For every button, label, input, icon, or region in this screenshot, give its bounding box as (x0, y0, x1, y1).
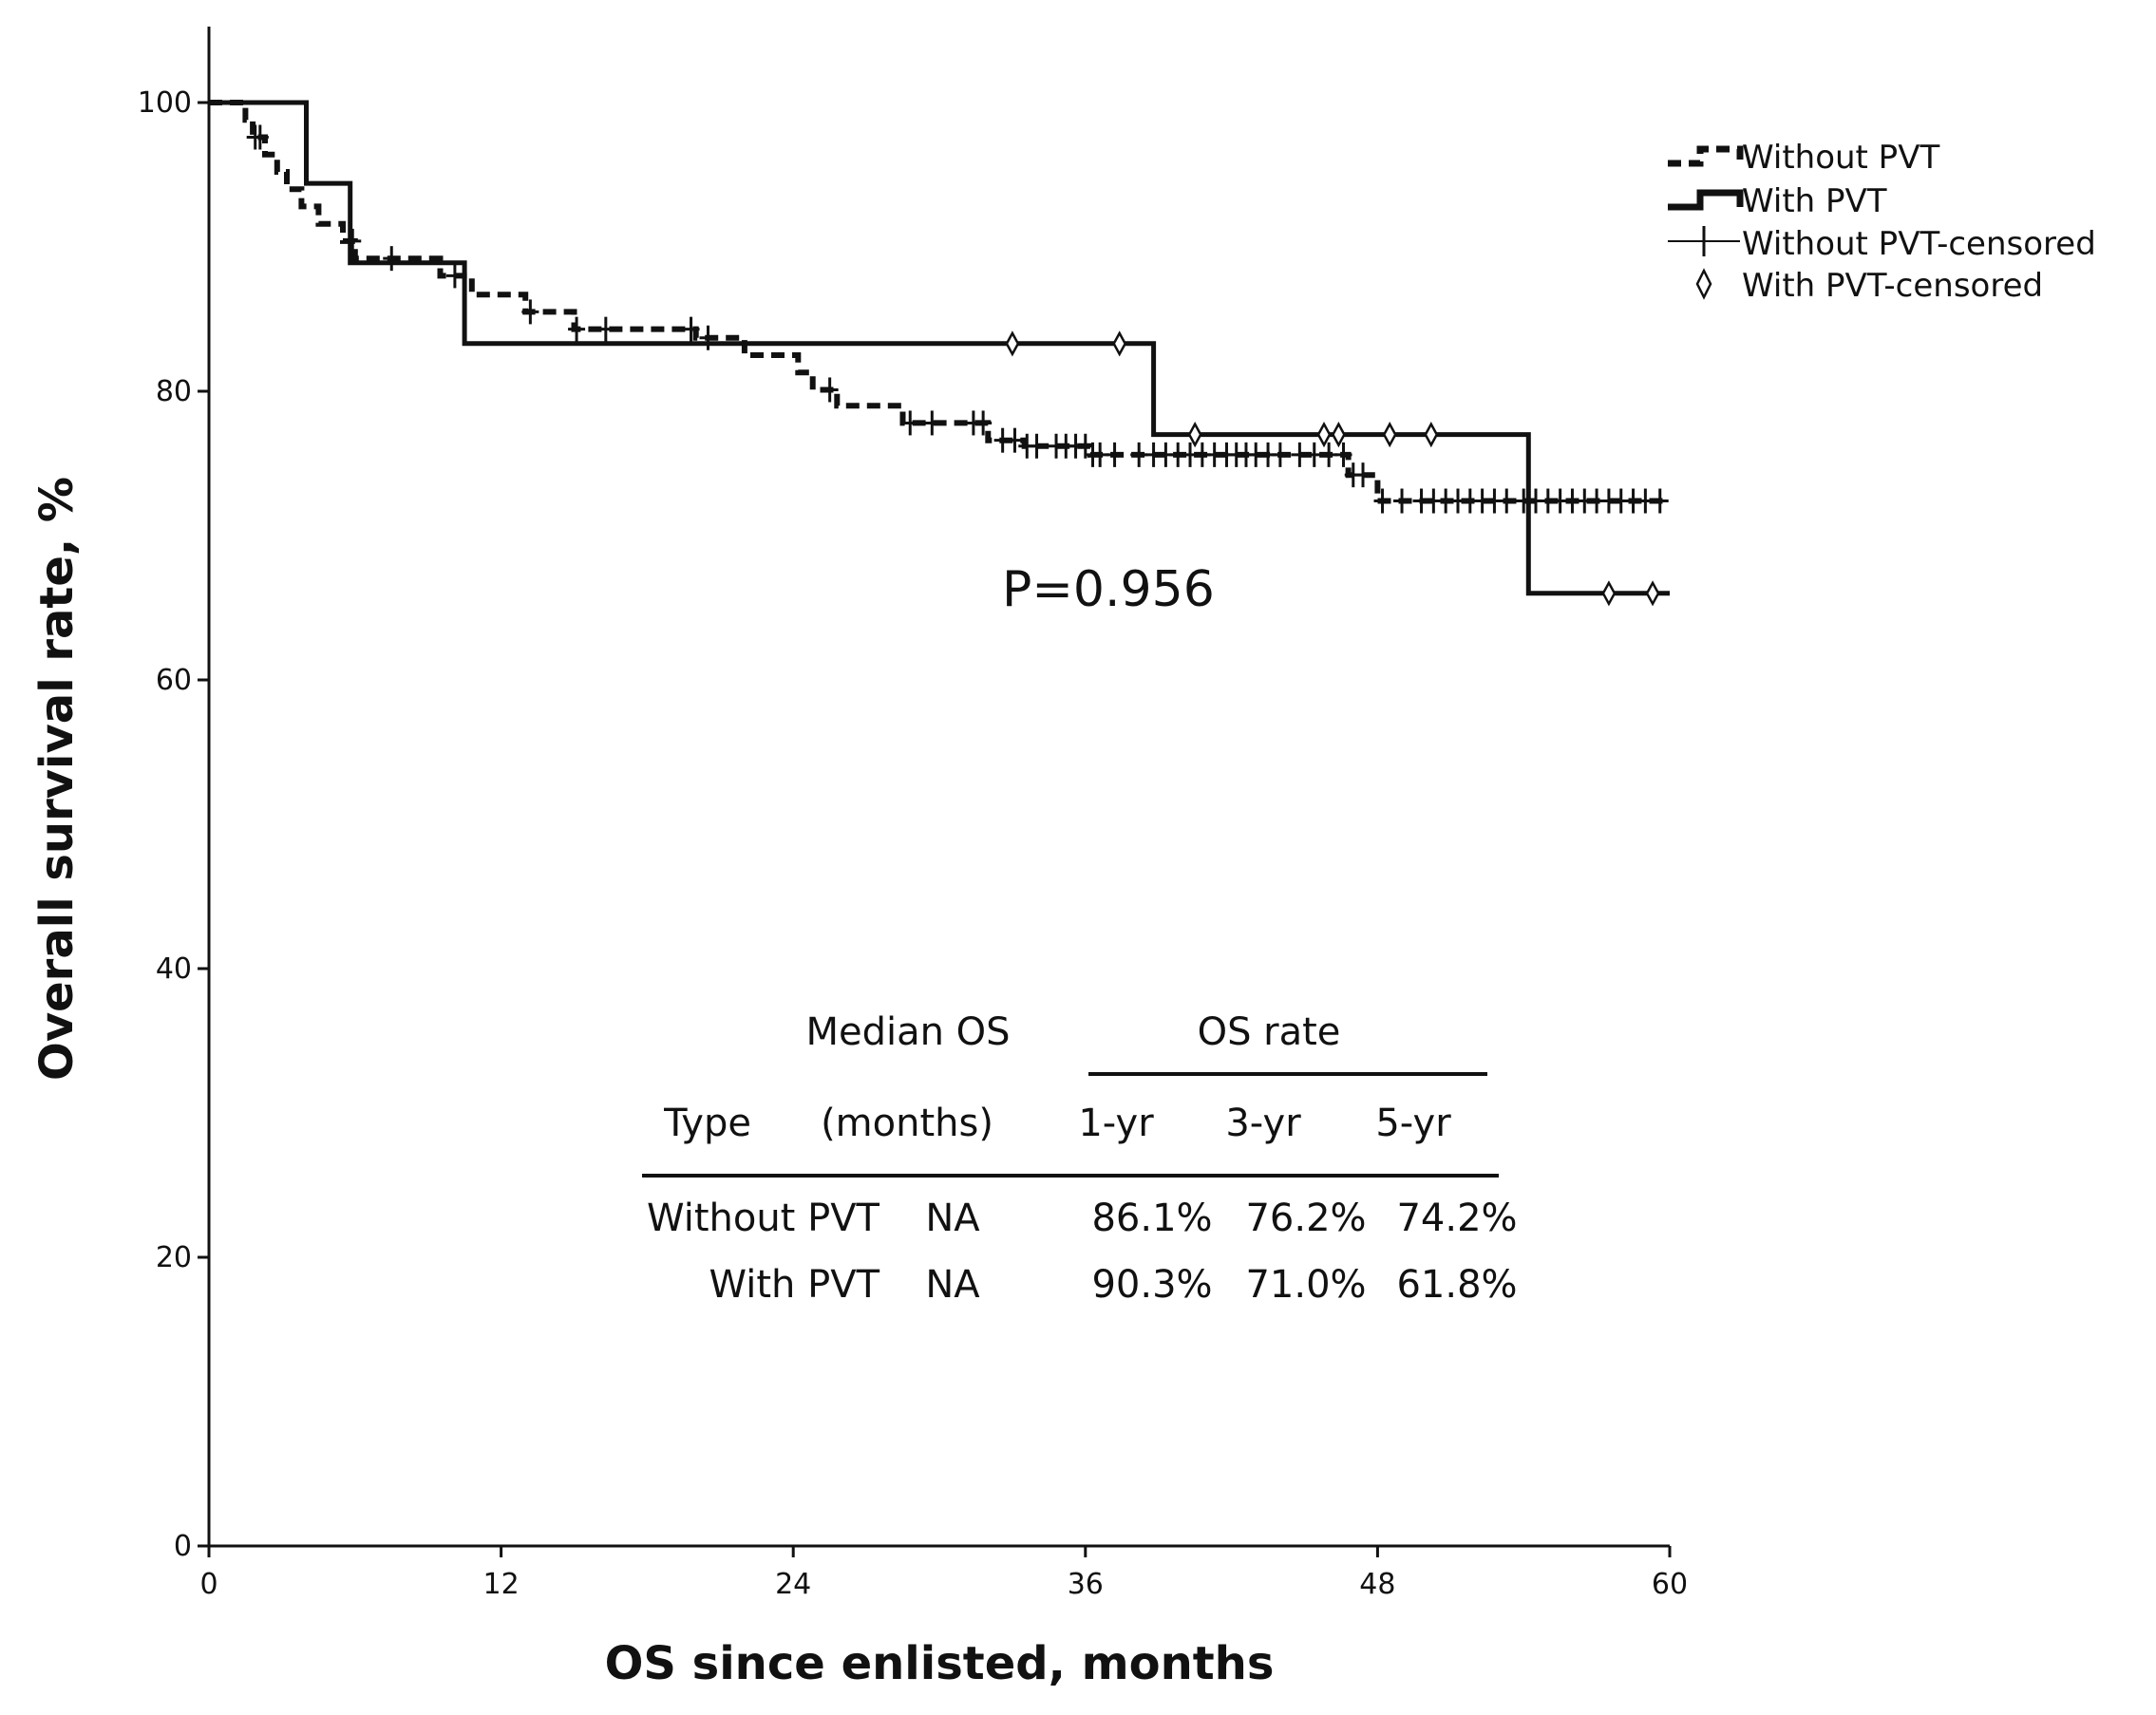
table-header-os-rate: OS rate (1198, 1010, 1341, 1054)
table-cell-median: NA (925, 1197, 980, 1240)
censor-mark-plus (1636, 488, 1655, 514)
x-axis-title: OS since enlisted, months (605, 1637, 1275, 1690)
censor-mark-plus (383, 246, 401, 272)
y-tick-label: 60 (156, 664, 192, 697)
censor-mark-plus (1498, 488, 1516, 514)
table-col-type: Type (663, 1102, 751, 1145)
censor-mark-plus (1028, 433, 1046, 459)
series-line-without-pvt (209, 100, 1670, 504)
censor-mark-plus (1334, 442, 1352, 467)
x-tick-label: 24 (775, 1568, 811, 1601)
censor-mark-plus (699, 325, 717, 350)
censor-mark-diamond (1112, 330, 1127, 357)
y-tick-label: 0 (174, 1530, 192, 1563)
censor-mark-plus (682, 316, 700, 342)
censor-mark-plus (521, 299, 539, 325)
censor-mark-diamond (1316, 421, 1332, 448)
censor-mark-plus (1320, 442, 1338, 467)
censor-mark-plus (901, 410, 919, 436)
survival-curves (209, 100, 1670, 596)
legend-swatch-solid (1668, 189, 1744, 211)
legend-label-with-pvt-censored: With PVT-censored (1742, 267, 2043, 305)
censor-mark-plus (923, 410, 941, 436)
censor-mark-plus (1006, 427, 1024, 453)
diamond-marker-icon (1695, 268, 1712, 300)
censor-marks (246, 124, 1669, 607)
censor-mark-plus (1106, 442, 1124, 467)
table-cell-3yr: 71.0% (1245, 1263, 1366, 1307)
table-row: Without PVT NA 86.1% 76.2% 74.2% (647, 1197, 1518, 1240)
legend-item-without-pvt: Without PVT (1668, 139, 1939, 177)
legend: Without PVT With PVT Without PVT-censore… (1668, 139, 2096, 305)
censor-mark-plus (974, 410, 993, 436)
censor-mark-plus (1651, 488, 1669, 514)
censor-mark-plus (1393, 488, 1411, 514)
legend-label-without-pvt-censored: Without PVT-censored (1742, 225, 2096, 263)
series-line-with-pvt (209, 100, 1670, 596)
table-cell-1yr: 86.1% (1091, 1197, 1212, 1240)
table-col-months: (months) (821, 1102, 993, 1145)
censor-mark-plus (1291, 442, 1309, 467)
censor-mark-plus (1305, 442, 1323, 467)
y-tick-label: 20 (156, 1241, 192, 1274)
censor-mark-diamond (1645, 580, 1660, 607)
censor-mark-plus (251, 124, 269, 150)
table-cell-3yr: 76.2% (1245, 1197, 1366, 1240)
x-tick-label: 60 (1652, 1568, 1688, 1601)
censor-mark-diamond (1601, 580, 1617, 607)
censor-mark-diamond (1382, 421, 1397, 448)
censor-mark-diamond (1331, 421, 1346, 448)
censor-mark-plus (1354, 462, 1372, 488)
legend-item-without-pvt-censored: Without PVT-censored (1668, 225, 2096, 263)
censor-mark-diamond (1005, 330, 1020, 357)
summary-table: Median OS OS rate Type (months) 1-yr 3-y… (642, 1010, 1518, 1307)
legend-swatch-dashed (1668, 145, 1744, 167)
censor-mark-plus (1091, 442, 1109, 467)
table-cell-type: With PVT (709, 1263, 880, 1307)
censor-mark-plus (1271, 442, 1289, 467)
censor-mark-diamond (1424, 421, 1439, 448)
censor-mark-diamond (1187, 421, 1202, 448)
p-value-annotation: P=0.956 (1002, 561, 1215, 618)
x-tick-label: 0 (199, 1568, 217, 1601)
legend-item-with-pvt-censored: With PVT-censored (1695, 267, 2043, 305)
censor-mark-plus (568, 316, 586, 342)
table-cell-median: NA (925, 1263, 980, 1307)
x-tick-label: 36 (1068, 1568, 1104, 1601)
censor-mark-plus (596, 316, 615, 342)
table-header-median-os: Median OS (805, 1010, 1010, 1054)
censor-mark-plus (445, 263, 463, 289)
x-tick-label: 12 (483, 1568, 520, 1601)
table-col-3yr: 3-yr (1225, 1102, 1301, 1145)
x-tick-label: 48 (1359, 1568, 1395, 1601)
legend-label-with-pvt: With PVT (1742, 182, 1887, 220)
table-cell-type: Without PVT (647, 1197, 880, 1240)
table-col-1yr: 1-yr (1078, 1102, 1154, 1145)
censor-mark-plus (821, 377, 839, 403)
censor-mark-plus (1130, 442, 1148, 467)
legend-label-without-pvt: Without PVT (1742, 139, 1939, 177)
y-tick-label: 80 (156, 375, 192, 408)
y-tick-label: 100 (138, 86, 192, 120)
tick-marks: 0 12 24 36 48 60 0 20 40 60 80 100 (138, 86, 1688, 1601)
axes (207, 27, 1670, 1548)
legend-item-with-pvt: With PVT (1668, 182, 1887, 220)
table-cell-5yr: 74.2% (1396, 1197, 1517, 1240)
censor-mark-plus (1373, 488, 1391, 514)
table-cell-1yr: 90.3% (1091, 1263, 1212, 1307)
table-row: With PVT NA 90.3% 71.0% 61.8% (709, 1263, 1518, 1307)
y-axis-title: Overall survival rate, % (30, 477, 84, 1081)
censor-mark-plus (344, 228, 362, 254)
table-col-5yr: 5-yr (1375, 1102, 1451, 1145)
table-cell-5yr: 61.8% (1396, 1263, 1517, 1307)
y-tick-label: 40 (156, 952, 192, 986)
